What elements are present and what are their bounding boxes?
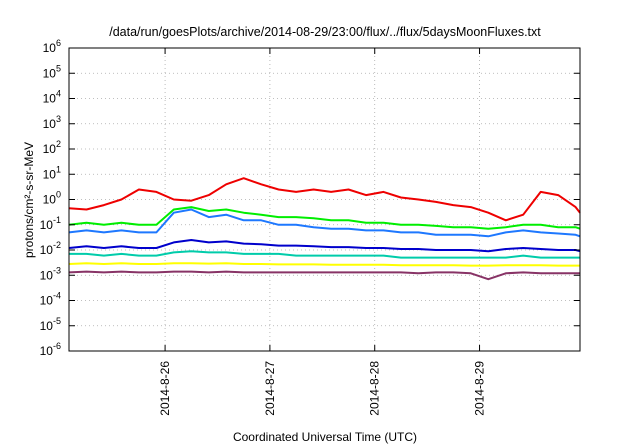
x-tick-label: 2014-8-29	[473, 361, 487, 416]
series-line-5	[69, 250, 580, 259]
series-line-1	[68, 177, 581, 222]
y-tick-label: 10-1	[40, 215, 61, 232]
x-axis-label: Coordinated Universal Time (UTC)	[233, 430, 417, 444]
x-axis: 2014-8-26 2014-8-27 2014-8-28 2014-8-29	[158, 48, 487, 416]
y-tick-label: 10-6	[40, 341, 61, 358]
y-tick-label: 10-4	[40, 291, 61, 308]
series-line-6	[68, 262, 580, 267]
y-tick-label: 105	[43, 63, 61, 80]
series-line-7	[68, 270, 580, 281]
x-tick-label: 2014-8-28	[368, 361, 382, 416]
y-axis: 10-6 10-5 10-4 10-3 10-2 10-1 100 101 102 103 104 1…	[40, 38, 580, 358]
series-line-3	[68, 208, 581, 238]
series-lines	[68, 177, 581, 281]
series-line-2	[68, 206, 581, 230]
grid	[69, 48, 580, 351]
y-tick-label: 10-2	[40, 240, 61, 257]
y-tick-label: 101	[43, 164, 61, 181]
y-tick-label: 102	[43, 139, 61, 156]
series-line-4	[68, 239, 581, 253]
x-tick-label: 2014-8-26	[158, 361, 172, 416]
y-tick-label: 106	[43, 38, 61, 55]
y-tick-label: 104	[43, 89, 61, 106]
y-tick-label: 100	[43, 190, 61, 207]
y-axis-label: protons/cm²-s-sr-MeV	[22, 142, 36, 258]
y-tick-label: 10-5	[40, 316, 61, 333]
y-tick-label: 10-3	[40, 265, 61, 282]
chart-title: /data/run/goesPlots/archive/2014-08-29/2…	[109, 25, 541, 39]
x-tick-label: 2014-8-27	[263, 361, 277, 416]
y-tick-label: 103	[43, 114, 61, 131]
